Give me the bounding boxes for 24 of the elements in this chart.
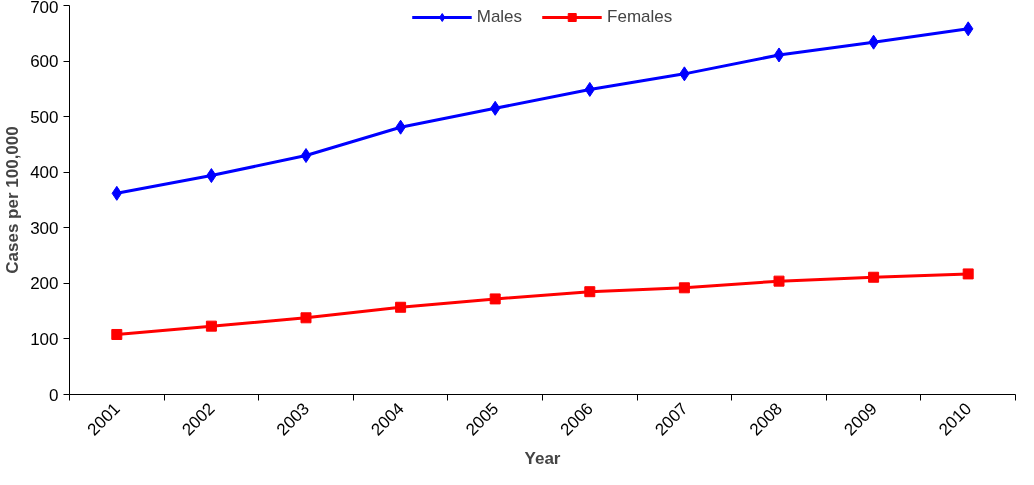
point	[300, 148, 312, 164]
point	[584, 286, 596, 298]
y-tick-label: 700	[30, 0, 59, 17]
point	[678, 282, 690, 294]
y-tick-label: 200	[30, 274, 59, 294]
y-tick-label: 300	[30, 218, 59, 238]
point	[773, 47, 785, 63]
x-axis-title: Year	[524, 448, 561, 468]
point	[395, 301, 407, 313]
legend-label: Females	[607, 7, 673, 27]
y-tick-label: 600	[30, 52, 59, 72]
point	[489, 293, 501, 305]
point	[962, 268, 974, 280]
point	[111, 328, 123, 340]
point	[773, 275, 785, 287]
legend-label: Males	[476, 7, 523, 27]
y-tick-label: 100	[30, 329, 59, 349]
y-tick-label: 400	[30, 163, 59, 183]
point	[300, 312, 312, 324]
point	[205, 320, 217, 332]
y-tick-label: 0	[49, 385, 59, 405]
point	[868, 271, 880, 283]
y-axis-title: Cases per 100,000	[3, 126, 23, 274]
y-tick-label: 500	[30, 107, 59, 127]
